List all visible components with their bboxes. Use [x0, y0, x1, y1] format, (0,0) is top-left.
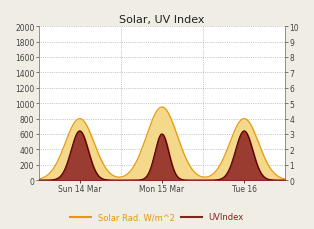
Title: Solar, UV Index: Solar, UV Index — [119, 15, 205, 25]
Legend: Solar Rad. W/m^2, UVIndex: Solar Rad. W/m^2, UVIndex — [67, 209, 247, 225]
